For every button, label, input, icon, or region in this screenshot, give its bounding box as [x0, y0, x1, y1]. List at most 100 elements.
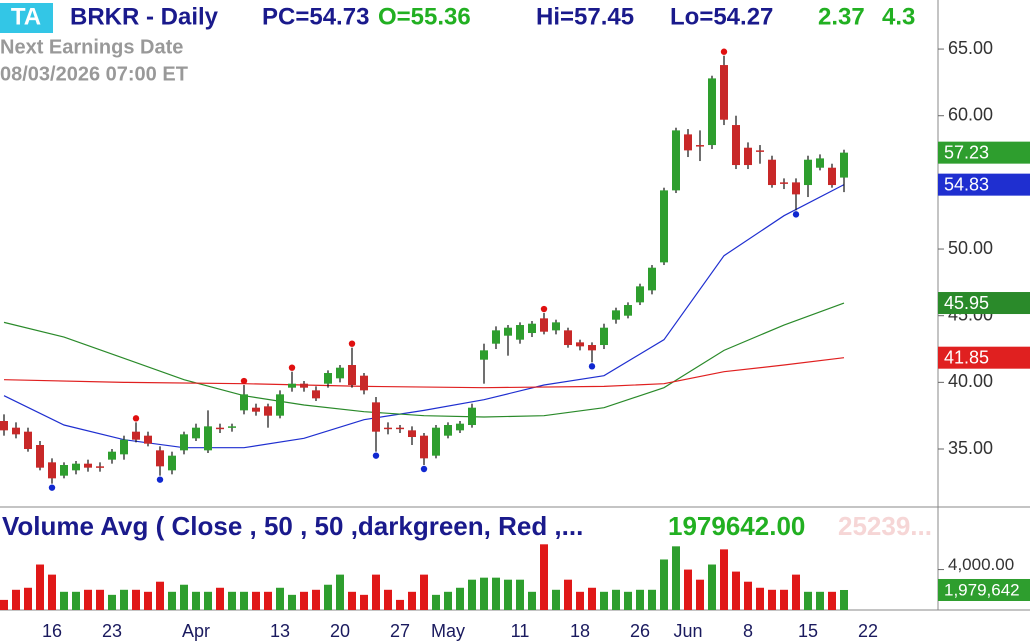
candle-body: [696, 145, 704, 147]
volume-bar: [84, 589, 92, 610]
header-badge: TA: [11, 3, 41, 30]
volume-last-box: [938, 578, 1030, 601]
candle-body: [204, 426, 212, 451]
volume-bar: [588, 587, 596, 610]
candle-body: [768, 159, 776, 186]
x-tick-label: 11: [511, 621, 530, 641]
x-tick-label: Jun: [673, 621, 702, 641]
volume-bar: [828, 591, 836, 610]
candle-body: [36, 445, 44, 468]
candle-body: [420, 435, 428, 459]
candle-body: [240, 394, 248, 411]
volume-bar: [732, 571, 740, 610]
x-tick-label: 8: [743, 621, 753, 641]
volume-bar: [96, 589, 104, 610]
candle-body: [612, 310, 620, 320]
last-value-box: [938, 346, 1030, 369]
volume-bar: [540, 544, 548, 610]
header-low: Lo=54.27: [670, 3, 773, 30]
candle-body: [324, 373, 332, 384]
volume-bar: [216, 587, 224, 610]
volume-bar: [324, 584, 332, 610]
volume-title: Volume Avg ( Close , 50 , 50 ,darkgreen,…: [2, 511, 583, 541]
volume-bar: [552, 589, 560, 610]
volume-bar: [72, 591, 80, 610]
y-tick-label: 65.00: [948, 38, 993, 58]
candle-body: [660, 190, 668, 263]
volume-bar: [276, 587, 284, 610]
volume-bar: [408, 591, 416, 610]
candle-body: [96, 466, 104, 468]
volume-bar: [528, 591, 536, 610]
volume-bar: [336, 574, 344, 610]
x-tick-label: 16: [42, 621, 62, 641]
volume-bar: [708, 564, 716, 610]
volume-bar: [684, 569, 692, 610]
volume-bar: [144, 591, 152, 610]
volume-bar: [672, 546, 680, 610]
candle-body: [156, 450, 164, 467]
candle-body: [672, 130, 680, 191]
candle-body: [732, 125, 740, 166]
moving-average: [3, 357, 845, 389]
candle-body: [576, 342, 584, 347]
candle-body: [528, 323, 536, 334]
volume-bar: [168, 591, 176, 610]
candle-body: [456, 423, 464, 431]
candle-body: [312, 390, 320, 399]
candle-body: [804, 159, 812, 186]
volume-bar: [624, 591, 632, 610]
pivot-high: [720, 48, 728, 55]
header-high: Hi=57.45: [536, 3, 634, 30]
volume-bar: [480, 577, 488, 610]
volume-bar: [372, 574, 380, 610]
volume-bar: [432, 594, 440, 610]
volume-bar: [192, 591, 200, 610]
volume-bar: [840, 589, 848, 610]
plot-area: 4.3 25239...: [0, 3, 932, 610]
volume-bar: [396, 599, 404, 610]
volume-bar: [744, 581, 752, 610]
volume-bar: [792, 574, 800, 610]
header-earnings-date: 08/03/2026 07:00 ET: [0, 63, 188, 85]
pivot-low: [48, 484, 56, 491]
candle-body: [756, 150, 764, 152]
candle-body: [384, 427, 392, 430]
volume-bar: [660, 559, 668, 610]
x-tick-label: May: [431, 621, 465, 641]
last-value-label: 57.23: [944, 142, 989, 162]
candle-body: [708, 78, 716, 146]
candle-body: [180, 434, 188, 451]
candle-body: [624, 305, 632, 316]
y-tick-label: 60.00: [948, 104, 993, 124]
candle-body: [720, 65, 728, 120]
volume-bar: [312, 589, 320, 610]
candle-body: [468, 407, 476, 426]
volume-bar: [240, 591, 248, 610]
moving-average: [3, 302, 845, 418]
candle-body: [60, 465, 68, 476]
volume-bar: [576, 591, 584, 610]
last-value-label: 41.85: [944, 347, 989, 367]
pivot-low: [588, 363, 596, 370]
volume-bar: [696, 579, 704, 610]
volume-bar: [36, 564, 44, 610]
volume-bar: [120, 589, 128, 610]
candle-body: [120, 439, 128, 455]
candle-body: [24, 431, 32, 450]
candle-body: [360, 375, 368, 391]
volume-bar: [132, 589, 140, 610]
y-tick-label: 35.00: [948, 438, 993, 458]
volume-bar: [756, 587, 764, 610]
volume-bar: [768, 589, 776, 610]
volume-bar: [156, 581, 164, 610]
candle-body: [216, 427, 224, 430]
volume-tick-label: 4,000.00: [948, 555, 1014, 574]
candle-body: [12, 427, 20, 435]
pivot-low: [372, 452, 380, 459]
volume-bar: [288, 594, 296, 610]
x-tick-label: 23: [102, 621, 122, 641]
candle-body: [480, 350, 488, 360]
last-value-box: [938, 292, 1030, 315]
last-value-label: 45.95: [944, 293, 989, 313]
